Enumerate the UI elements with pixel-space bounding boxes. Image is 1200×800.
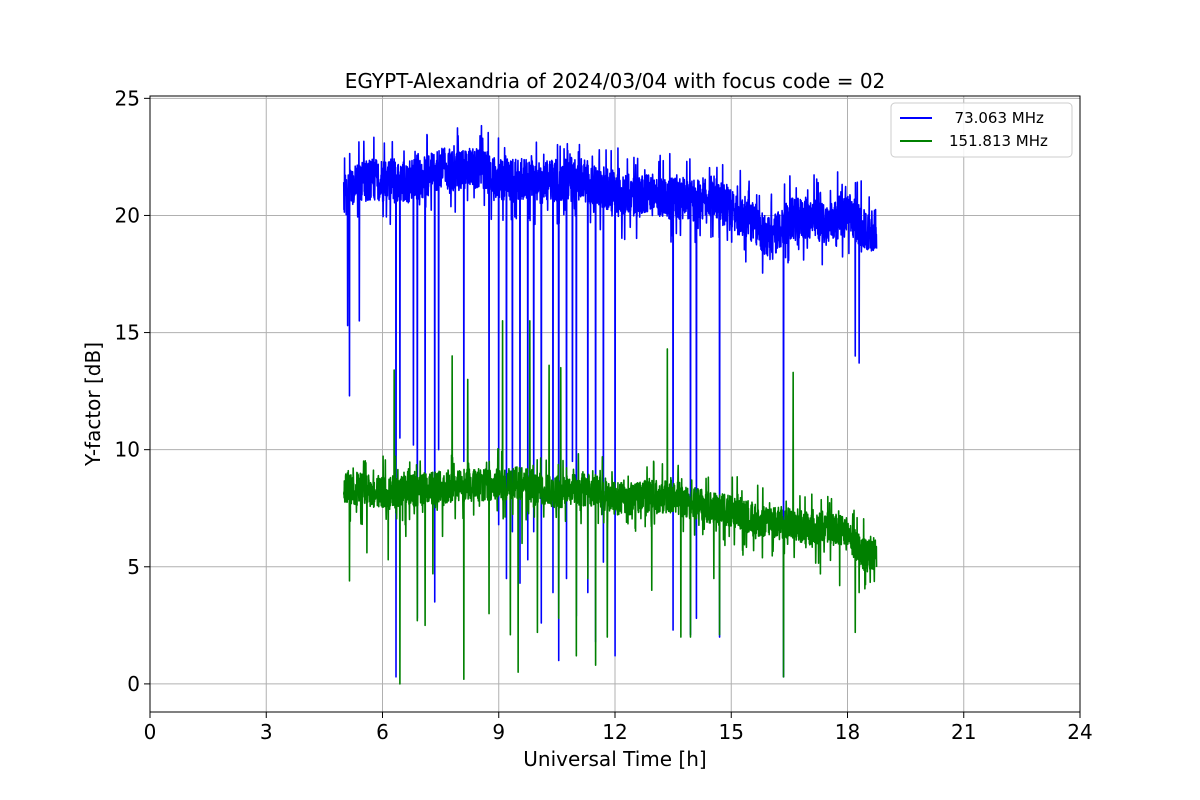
y-tick-label: 0 <box>127 672 140 696</box>
y-axis-label: Y-factor [dB] <box>81 342 105 467</box>
legend-label-series-2: 151.813 MHz <box>949 132 1048 150</box>
y-tick-label: 25 <box>115 86 140 110</box>
y-tick-label: 5 <box>127 555 140 579</box>
series-layer <box>342 124 878 685</box>
y-tick-label: 10 <box>115 438 140 462</box>
chart-title: EGYPT-Alexandria of 2024/03/04 with focu… <box>345 69 886 93</box>
legend-box <box>890 102 1073 158</box>
y-tick-label: 20 <box>115 203 140 227</box>
x-axis-label: Universal Time [h] <box>523 747 706 771</box>
legend: 73.063 MHz 151.813 MHz <box>890 102 1073 158</box>
x-tick-label: 24 <box>1067 720 1092 744</box>
x-tick-label: 12 <box>602 720 627 744</box>
y-tick-label: 15 <box>115 321 140 345</box>
series-line-1 <box>342 124 878 678</box>
x-tick-label: 0 <box>144 720 157 744</box>
legend-label-series-1: 73.063 MHz <box>945 109 1044 127</box>
x-tick-label: 21 <box>951 720 976 744</box>
series-line-2 <box>342 320 878 685</box>
x-tick-label: 15 <box>719 720 744 744</box>
x-tick-label: 3 <box>260 720 273 744</box>
ticks: 0 3 6 9 12 15 18 21 24 0 5 10 15 20 25 <box>115 86 1093 744</box>
x-tick-label: 6 <box>376 720 389 744</box>
x-tick-label: 18 <box>835 720 860 744</box>
x-tick-label: 9 <box>492 720 505 744</box>
